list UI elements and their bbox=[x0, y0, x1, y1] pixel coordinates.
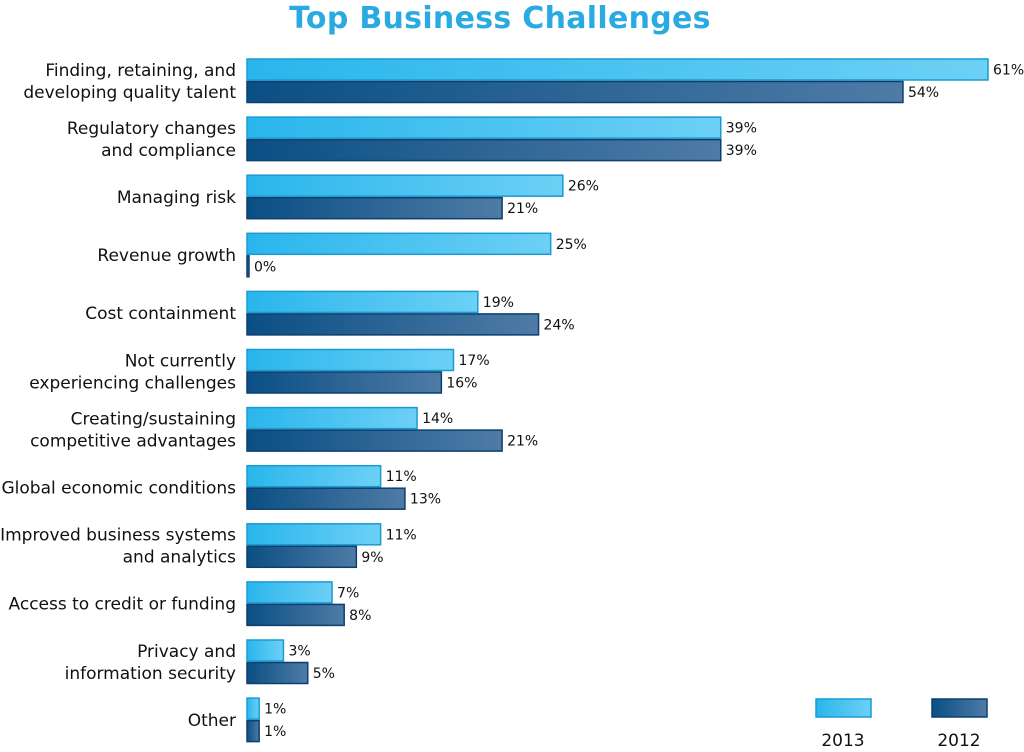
bar-2012-1 bbox=[246, 138, 722, 162]
category-label: information security bbox=[65, 664, 236, 684]
value-label: 13% bbox=[410, 492, 441, 508]
legend-label-2013: 2013 bbox=[821, 731, 864, 751]
value-label: 17% bbox=[459, 353, 490, 369]
bar-2012-6 bbox=[246, 429, 503, 452]
value-label: 54% bbox=[908, 85, 939, 101]
bar-2012-5 bbox=[246, 371, 443, 394]
bar-2012-8 bbox=[246, 545, 358, 569]
value-label: 21% bbox=[507, 434, 538, 450]
legend-label-2012: 2012 bbox=[937, 731, 980, 751]
category-label: Global economic conditions bbox=[1, 478, 236, 498]
bar-2012-9 bbox=[246, 603, 345, 627]
category-label: Privacy and bbox=[137, 642, 236, 662]
bar-2013-0 bbox=[246, 58, 989, 81]
bar-2013-1 bbox=[246, 116, 722, 139]
bar-2013-9 bbox=[246, 581, 333, 604]
value-label: 26% bbox=[568, 179, 599, 195]
bar-2012-4 bbox=[246, 313, 540, 336]
bar-2013-5 bbox=[246, 348, 455, 372]
category-label: Creating/sustaining bbox=[71, 409, 236, 429]
value-label: 8% bbox=[349, 608, 371, 624]
labels-layer: 61% 54% Finding, retaining, anddeveloping … bbox=[0, 61, 1024, 740]
bar-2013-11 bbox=[246, 697, 260, 720]
value-label: 19% bbox=[483, 295, 514, 311]
category-label: developing quality talent bbox=[23, 83, 236, 103]
value-label: 24% bbox=[544, 317, 575, 333]
category-label: Other bbox=[188, 711, 236, 731]
bar-2012-7 bbox=[246, 487, 406, 510]
bar-2012-10 bbox=[246, 661, 309, 685]
value-label: 0% bbox=[254, 259, 276, 275]
bar-2013-10 bbox=[246, 639, 285, 662]
value-label: 39% bbox=[726, 121, 757, 137]
bar-2013-7 bbox=[246, 464, 382, 488]
chart-title: Top Business Challenges bbox=[289, 1, 711, 36]
value-label: 11% bbox=[386, 527, 417, 543]
value-label: 1% bbox=[264, 702, 286, 718]
bar-2012-0 bbox=[246, 80, 904, 104]
value-label: 11% bbox=[386, 469, 417, 485]
value-label: 7% bbox=[337, 585, 359, 601]
value-label: 25% bbox=[556, 237, 587, 253]
bar-2013-2 bbox=[246, 174, 564, 197]
category-label: Managing risk bbox=[117, 188, 236, 208]
bar-2013-6 bbox=[246, 406, 418, 430]
bar-2012-2 bbox=[246, 196, 503, 220]
category-label: competitive advantages bbox=[30, 431, 236, 451]
category-label: Improved business systems bbox=[0, 526, 236, 546]
category-label: Not currently bbox=[125, 351, 236, 371]
value-label: 14% bbox=[422, 411, 453, 427]
legend-swatch-2013 bbox=[815, 698, 872, 718]
bar-2012-11 bbox=[246, 719, 260, 743]
category-label: Cost containment bbox=[85, 304, 236, 324]
category-label: Finding, retaining, and bbox=[45, 61, 236, 81]
value-label: 16% bbox=[446, 376, 477, 392]
legend-swatch-2012 bbox=[931, 698, 988, 718]
category-label: and analytics bbox=[123, 548, 237, 568]
value-label: 5% bbox=[313, 666, 335, 682]
category-label: Access to credit or funding bbox=[9, 595, 236, 615]
value-label: 9% bbox=[361, 550, 383, 566]
category-label: Revenue growth bbox=[97, 246, 236, 266]
bar-2012-3 bbox=[246, 255, 250, 278]
bars-layer bbox=[246, 58, 989, 743]
value-label: 61% bbox=[993, 63, 1024, 79]
bar-2013-3 bbox=[246, 232, 552, 256]
category-label: experiencing challenges bbox=[29, 373, 236, 393]
value-label: 21% bbox=[507, 201, 538, 217]
value-label: 1% bbox=[264, 724, 286, 740]
bar-2013-4 bbox=[246, 290, 479, 314]
category-label: and compliance bbox=[101, 141, 236, 161]
category-label: Regulatory changes bbox=[67, 119, 236, 139]
value-label: 3% bbox=[288, 644, 310, 660]
legend: 2013 2012 bbox=[815, 698, 988, 751]
value-label: 39% bbox=[726, 143, 757, 159]
bar-2013-8 bbox=[246, 523, 382, 546]
